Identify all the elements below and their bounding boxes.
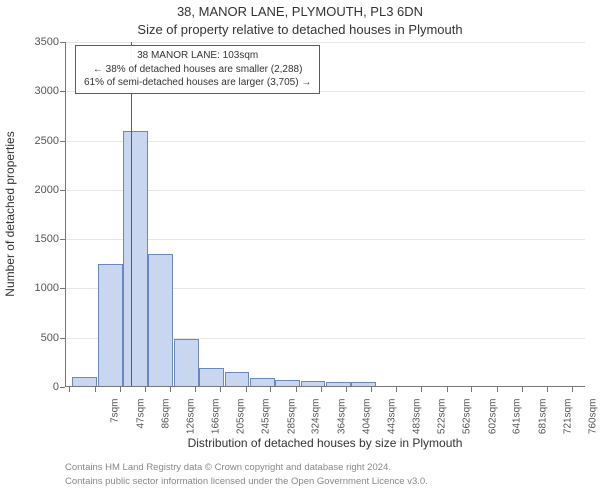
x-tick-label: 602sqm <box>487 399 498 441</box>
bar <box>275 380 300 386</box>
x-tick-label: 245sqm <box>261 399 272 441</box>
x-axis-label: Distribution of detached houses by size … <box>65 436 585 450</box>
bar <box>174 339 199 386</box>
y-tick-mark <box>60 387 65 388</box>
x-tick-label: 404sqm <box>362 399 373 441</box>
y-tick-label: 1500 <box>19 233 59 245</box>
info-box-line1: 38 MANOR LANE: 103sqm <box>84 49 311 63</box>
x-tick-mark <box>371 387 372 392</box>
x-tick-mark <box>396 387 397 392</box>
y-tick-label: 3500 <box>19 36 59 48</box>
x-tick-mark <box>220 387 221 392</box>
x-tick-label: 205sqm <box>236 399 247 441</box>
reference-line <box>131 42 132 386</box>
x-tick-mark <box>421 387 422 392</box>
bar <box>98 264 123 386</box>
bar <box>123 131 148 386</box>
bar <box>326 382 351 386</box>
bar <box>199 368 224 386</box>
x-tick-label: 483sqm <box>412 399 423 441</box>
x-tick-label: 443sqm <box>386 399 397 441</box>
y-tick-label: 0 <box>19 381 59 393</box>
x-tick-mark <box>195 387 196 392</box>
x-tick-mark <box>471 387 472 392</box>
footer-line1: Contains HM Land Registry data © Crown c… <box>65 462 391 473</box>
x-tick-mark <box>270 387 271 392</box>
plot-area <box>65 42 585 387</box>
x-tick-label: 285sqm <box>286 399 297 441</box>
x-tick-mark <box>170 387 171 392</box>
bar <box>250 378 275 386</box>
x-tick-label: 126sqm <box>185 399 196 441</box>
x-tick-mark <box>497 387 498 392</box>
bar <box>225 372 250 386</box>
x-tick-mark <box>246 387 247 392</box>
x-tick-label: 641sqm <box>512 399 523 441</box>
x-tick-mark <box>95 387 96 392</box>
x-tick-mark <box>447 387 448 392</box>
x-tick-label: 721sqm <box>563 399 574 441</box>
x-tick-mark <box>321 387 322 392</box>
y-tick-label: 500 <box>19 332 59 344</box>
x-tick-label: 324sqm <box>311 399 322 441</box>
x-tick-label: 86sqm <box>160 399 171 441</box>
grid-line <box>66 42 585 43</box>
info-box-line3: 61% of semi-detached houses are larger (… <box>84 76 311 90</box>
info-box: 38 MANOR LANE: 103sqm ← 38% of detached … <box>75 45 320 94</box>
x-tick-mark <box>572 387 573 392</box>
bar <box>72 377 97 386</box>
x-tick-label: 681sqm <box>537 399 548 441</box>
x-tick-label: 760sqm <box>587 399 598 441</box>
y-tick-label: 2500 <box>19 135 59 147</box>
x-tick-label: 166sqm <box>211 399 222 441</box>
bar <box>351 382 376 386</box>
x-tick-mark <box>547 387 548 392</box>
bar <box>301 381 326 386</box>
x-tick-label: 562sqm <box>462 399 473 441</box>
footer-line2: Contains public sector information licen… <box>65 476 428 487</box>
y-axis-label: Number of detached properties <box>3 131 17 296</box>
title-line1: 38, MANOR LANE, PLYMOUTH, PL3 6DN <box>0 4 600 19</box>
title-line2: Size of property relative to detached ho… <box>0 22 600 37</box>
bar <box>148 254 173 386</box>
x-tick-label: 364sqm <box>336 399 347 441</box>
info-box-line2: ← 38% of detached houses are smaller (2,… <box>84 63 311 77</box>
x-tick-label: 522sqm <box>437 399 448 441</box>
y-tick-label: 2000 <box>19 184 59 196</box>
x-tick-mark <box>69 387 70 392</box>
y-tick-label: 3000 <box>19 85 59 97</box>
x-tick-mark <box>120 387 121 392</box>
x-tick-mark <box>145 387 146 392</box>
x-tick-label: 7sqm <box>110 399 121 441</box>
x-tick-mark <box>522 387 523 392</box>
x-tick-mark <box>346 387 347 392</box>
x-tick-mark <box>296 387 297 392</box>
x-tick-label: 47sqm <box>135 399 146 441</box>
y-tick-label: 1000 <box>19 282 59 294</box>
